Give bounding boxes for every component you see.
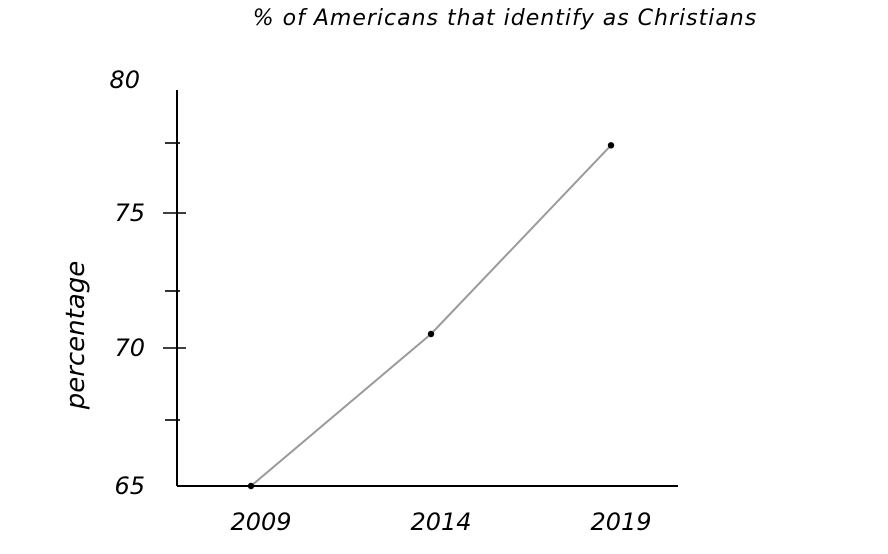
x-ticks: 2009 2014 2019 <box>230 508 651 536</box>
chart-title: % of Americans that identify as Christia… <box>253 6 757 31</box>
series-line <box>250 144 612 487</box>
axes <box>176 90 678 487</box>
y-ticks: 65 70 75 80 <box>109 66 186 500</box>
y-axis-label: percentage <box>61 261 91 411</box>
y-tick-label: 80 <box>109 66 140 94</box>
data-point <box>427 330 435 338</box>
x-tick-label: 2014 <box>410 508 471 536</box>
x-tick-label: 2009 <box>230 508 291 536</box>
y-tick-label: 65 <box>114 472 145 500</box>
series <box>247 142 615 490</box>
y-tick-label: 75 <box>114 199 145 227</box>
x-tick-label: 2019 <box>590 508 651 536</box>
y-tick-label: 70 <box>114 334 145 362</box>
data-point <box>607 142 615 149</box>
data-point <box>247 482 255 490</box>
